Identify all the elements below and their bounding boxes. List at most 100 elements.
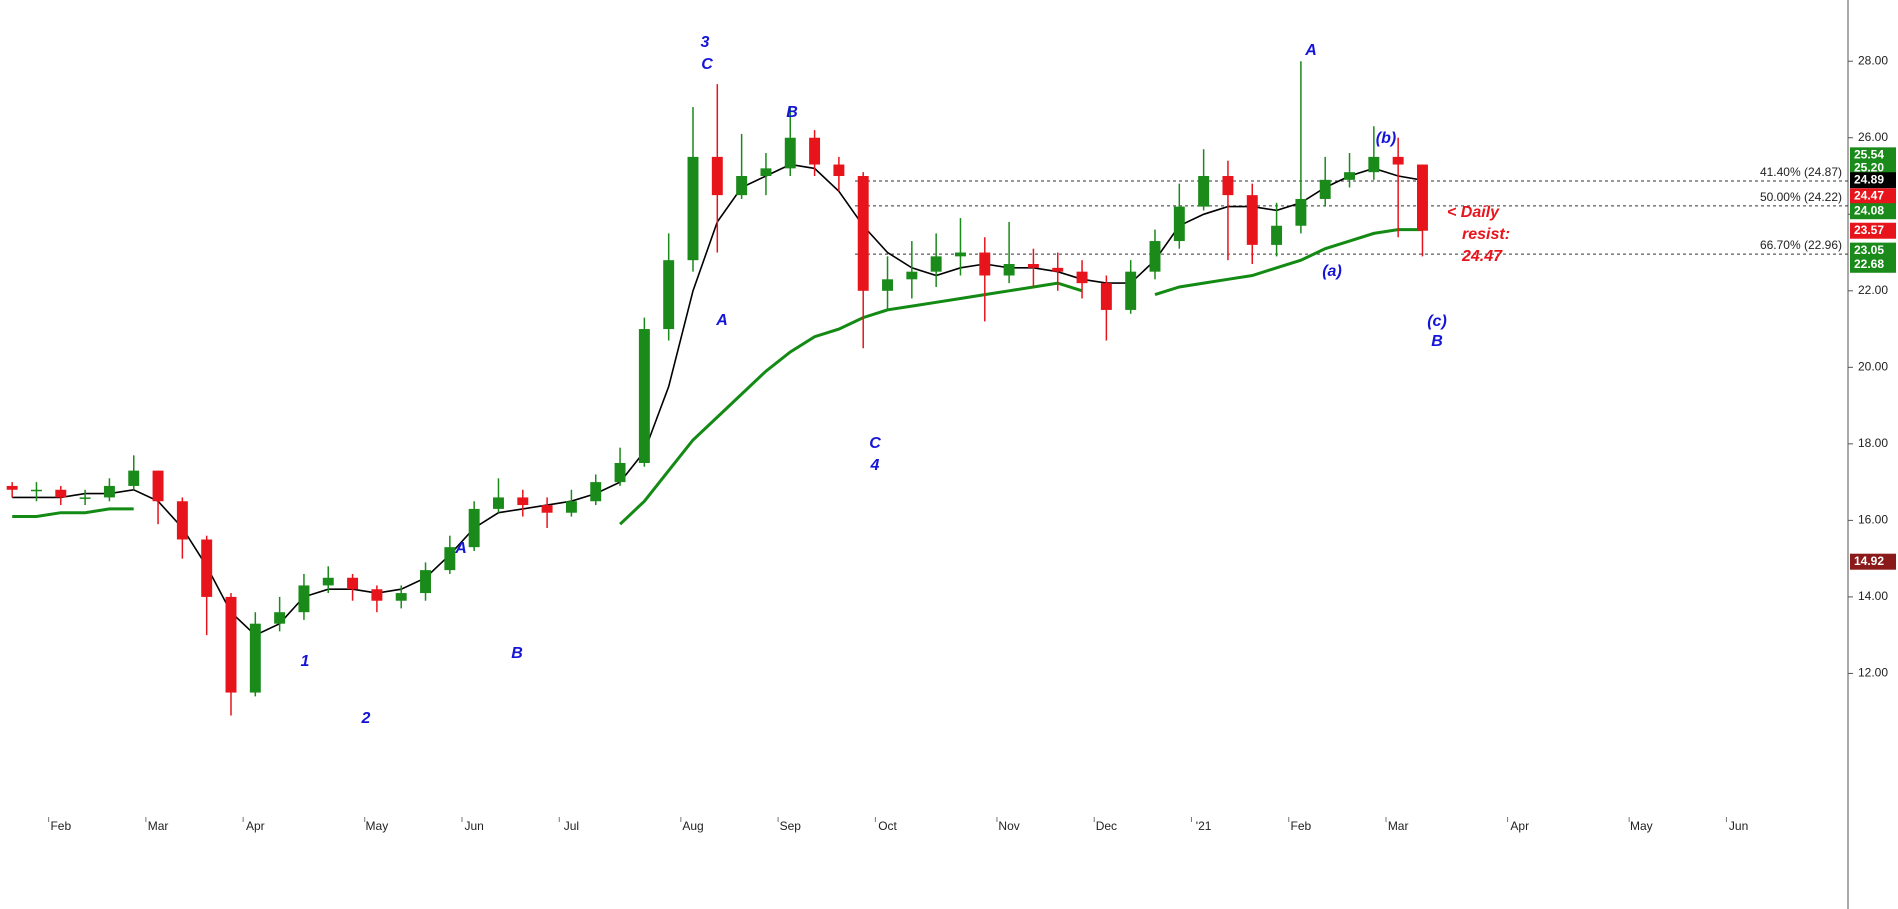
candle-body [176,501,188,540]
candle-body [1222,176,1234,196]
wave-label: C [869,435,881,452]
candle-body [79,497,91,499]
y-tick-label: 12.00 [1858,666,1888,680]
candle-body [517,497,529,506]
candle-body [128,470,140,486]
y-tick-label: 28.00 [1858,53,1888,67]
candle-body [1173,206,1185,242]
price-tag [1850,256,1896,273]
x-tick-label: Dec [1096,819,1117,833]
candle-body [1149,241,1161,272]
price-tag-label: 23.57 [1854,223,1884,237]
price-tag-label: 23.05 [1854,243,1884,257]
candle-body [663,260,675,330]
wave-label: A [715,312,728,329]
price-tag-label: 25.54 [1854,148,1884,162]
x-tick-label: Nov [998,819,1019,833]
wave-label: B [1431,333,1443,350]
fib-label: 66.70% (22.96) [1760,238,1842,252]
candle-body [614,462,626,483]
candle-body [736,176,748,196]
x-tick-label: Sep [780,819,802,833]
candle-body [906,271,918,280]
candle-body [103,485,115,498]
candle-body [1295,198,1307,226]
x-tick-label: '21 [1196,819,1212,833]
fib-label: 50.00% (24.22) [1760,190,1842,204]
x-tick-label: Feb [50,819,71,833]
wave-label: (b) [1376,130,1396,147]
candle-body [493,497,504,509]
candle-body [638,329,650,463]
price-tag [1850,222,1896,239]
candle-body [347,577,359,590]
candle-body [298,585,310,613]
candle-body [687,156,699,261]
candle-body [249,623,261,693]
candle-body [590,482,602,502]
candle-body [6,485,18,490]
candle-body [1052,267,1064,272]
candle-body [857,176,869,291]
candle-body [1392,156,1404,165]
wave-label: C [701,56,713,73]
candle-body [1246,195,1258,245]
candle-body [1344,172,1355,180]
candle-body [882,279,893,291]
x-tick-label: May [366,819,389,833]
candle-body [1076,271,1088,284]
y-tick-label: 16.00 [1858,513,1888,527]
x-tick-label: May [1630,819,1653,833]
candle-body [201,539,213,597]
price-tag [1850,553,1896,570]
y-tick-label: 22.00 [1858,283,1888,297]
candle-body [1100,283,1112,310]
candle-body [833,164,845,177]
candle-body [1125,271,1137,310]
candle-body [31,489,42,492]
wave-label: B [511,645,523,662]
candle-body [55,489,67,498]
resistance-note: 24.47 [1461,248,1503,265]
wave-label: (c) [1427,313,1447,330]
wave-label: (a) [1322,263,1342,280]
wave-label: 3 [701,34,710,51]
price-tag-label: 24.08 [1854,203,1884,217]
x-tick-label: Aug [682,819,703,833]
price-tag-label: 22.68 [1854,257,1884,271]
price-tag [1850,242,1896,259]
fib-label: 41.40% (24.87) [1760,165,1842,179]
price-tag [1850,188,1896,205]
candle-body [930,256,942,272]
x-tick-label: Apr [1510,819,1529,833]
x-tick-label: Jun [464,819,483,833]
candle-body [1319,179,1331,199]
candle-body [420,570,431,594]
wave-label: A [454,540,467,557]
candle-body [1027,264,1039,268]
candle-body [225,596,237,693]
moving-average [12,228,1423,526]
x-tick-label: Jun [1729,819,1748,833]
candle-body [322,577,334,586]
x-tick-label: Apr [246,819,265,833]
candle-body [760,168,772,177]
candle-body [784,137,796,169]
y-tick-label: 18.00 [1858,436,1888,450]
wave-label: 1 [301,653,310,670]
candle-body [1003,264,1015,276]
price-tag [1850,147,1896,164]
candle-body [809,137,821,165]
candle-body [444,547,456,571]
price-tag [1850,203,1896,220]
resistance-note: < Daily [1447,204,1500,221]
price-tag-label: 24.47 [1854,188,1884,202]
candle-body [1198,176,1210,207]
wave-label: A [1304,42,1317,59]
candle-body [1417,164,1428,231]
candle-body [979,252,991,276]
candle-body [1368,156,1380,173]
